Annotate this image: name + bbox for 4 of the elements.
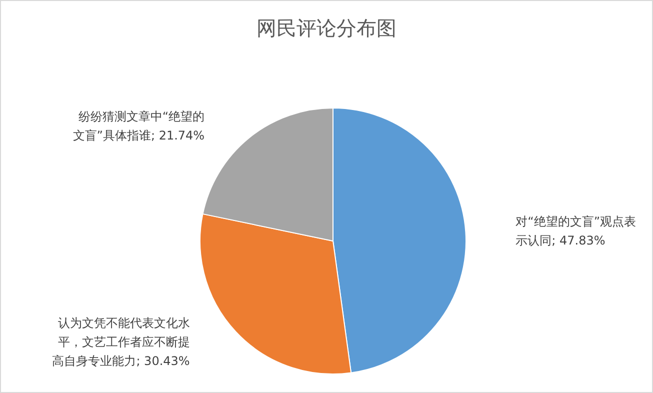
slice-label: 认为文凭不能代表文化水平，文艺工作者应不断提高自身专业能力; 30.43% [52, 316, 190, 368]
slice-label: 对“绝望的文盲”观点表示认同; 47.83% [516, 214, 636, 248]
chart-title: 网民评论分布图 [256, 16, 396, 40]
slice-label: 纷纷猜测文章中“绝望的文盲”具体指谁; 21.74% [72, 110, 205, 143]
